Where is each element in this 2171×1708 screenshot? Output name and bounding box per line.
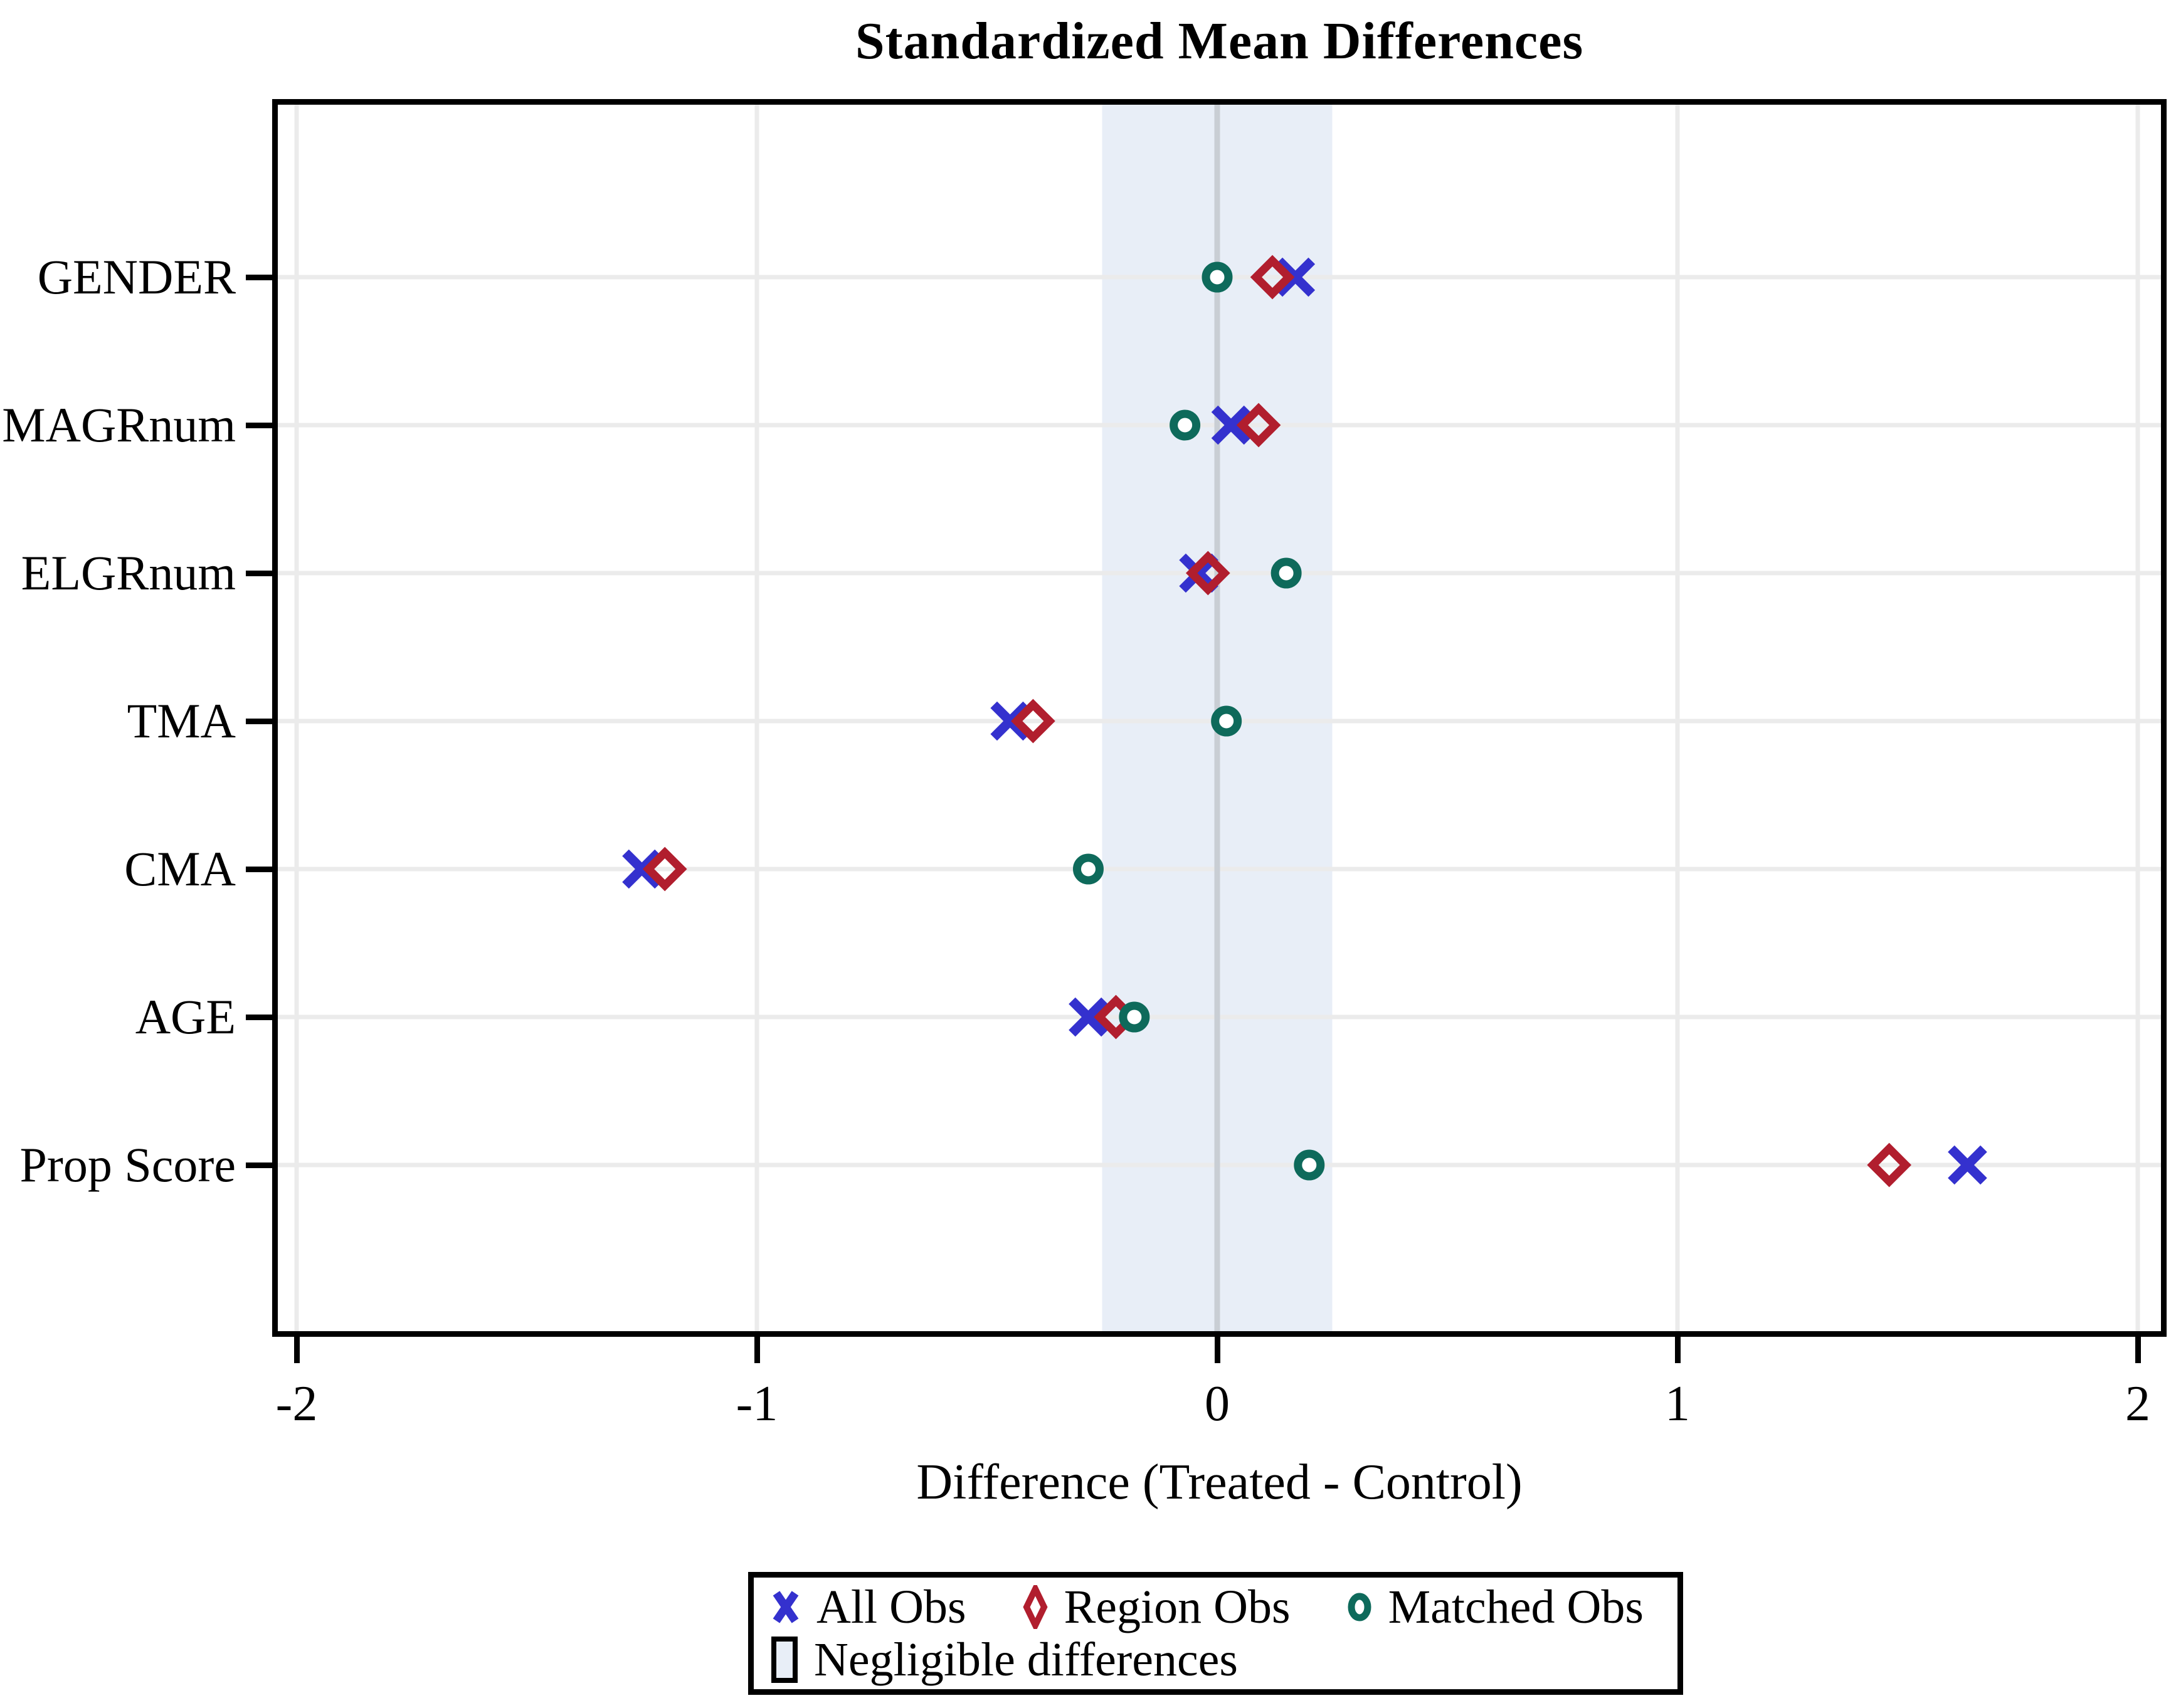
y-tick-2 [246, 571, 272, 576]
diamond-marker-icon [1023, 1584, 1048, 1629]
band-swatch-icon [771, 1637, 798, 1684]
y-axis-label-5: AGE [135, 989, 236, 1044]
plot-canvas [278, 105, 2161, 1331]
circle-marker-icon [1348, 1593, 1371, 1621]
marker-matched-obs-prop-score [1294, 1149, 1325, 1181]
marker-all-obs-prop-score [1948, 1145, 1987, 1185]
marker-matched-obs-age [1119, 1001, 1150, 1033]
x-tick--2 [294, 1337, 300, 1363]
legend-label-all-obs: All Obs [816, 1580, 966, 1633]
legend-row-1: All Obs Region Obs Matched Obs [771, 1581, 1671, 1633]
x-tick-0 [1215, 1337, 1220, 1363]
y-axis-label-6: Prop Score [19, 1137, 236, 1192]
legend-label-region-obs: Region Obs [1064, 1580, 1291, 1633]
y-tick-4 [246, 867, 272, 872]
marker-region-obs-elgrnum [1185, 551, 1230, 596]
marker-matched-obs-tma [1211, 705, 1242, 737]
marker-all-obs-tma [990, 701, 1030, 741]
marker-region-obs-prop-score [1867, 1142, 1911, 1188]
y-axis-label-4: CMA [124, 841, 236, 896]
x-tick-1 [1675, 1337, 1681, 1363]
marker-all-obs-age [1069, 997, 1108, 1037]
x-tick-label-2: 2 [2125, 1376, 2150, 1431]
x-tick-label--2: -2 [275, 1376, 318, 1431]
legend-label-matched-obs: Matched Obs [1388, 1580, 1644, 1633]
x-tick--1 [754, 1337, 760, 1363]
y-tick-3 [246, 719, 272, 724]
marker-region-obs-magrnum [1236, 403, 1281, 448]
legend-row-2: Negligible differences [771, 1633, 1671, 1686]
marker-matched-obs-cma [1072, 853, 1104, 885]
marker-matched-obs-magrnum [1170, 409, 1201, 441]
y-tick-0 [246, 275, 272, 280]
marker-all-obs-gender [1276, 257, 1316, 297]
legend: All Obs Region Obs Matched Obs Negligibl… [748, 1572, 1683, 1695]
x-marker-icon [773, 1590, 799, 1623]
marker-matched-obs-gender [1202, 261, 1233, 293]
marker-region-obs-tma [1011, 698, 1055, 744]
y-tick-1 [246, 423, 272, 428]
x-axis-title: Difference (Treated - Control) [916, 1455, 1523, 1510]
marker-all-obs-cma [622, 849, 662, 889]
x-tick-2 [2135, 1337, 2141, 1363]
y-axis-label-3: TMA [127, 693, 236, 748]
legend-item-negligible: Negligible differences [771, 1633, 1238, 1686]
x-tick-label-1: 1 [1665, 1376, 1690, 1431]
legend-item-matched-obs: Matched Obs [1347, 1581, 1644, 1633]
y-axis-label-0: GENDER [37, 250, 236, 304]
legend-label-negligible: Negligible differences [814, 1633, 1238, 1687]
y-axis-label-1: MAGRnum [2, 398, 236, 452]
y-axis-label-2: ELGRnum [21, 546, 236, 600]
chart-title: Standardized Mean Differences [855, 12, 1584, 70]
y-tick-5 [246, 1015, 272, 1020]
x-tick-label--1: -1 [736, 1376, 778, 1431]
marker-region-obs-gender [1250, 255, 1295, 300]
legend-item-region-obs: Region Obs [1023, 1581, 1291, 1633]
marker-region-obs-cma [642, 846, 687, 892]
x-tick-label-0: 0 [1205, 1376, 1230, 1431]
marker-matched-obs-elgrnum [1270, 557, 1302, 589]
marker-all-obs-magrnum [1211, 405, 1251, 445]
plot-area [272, 99, 2167, 1337]
y-tick-6 [246, 1162, 272, 1168]
legend-item-all-obs: All Obs [771, 1581, 966, 1633]
